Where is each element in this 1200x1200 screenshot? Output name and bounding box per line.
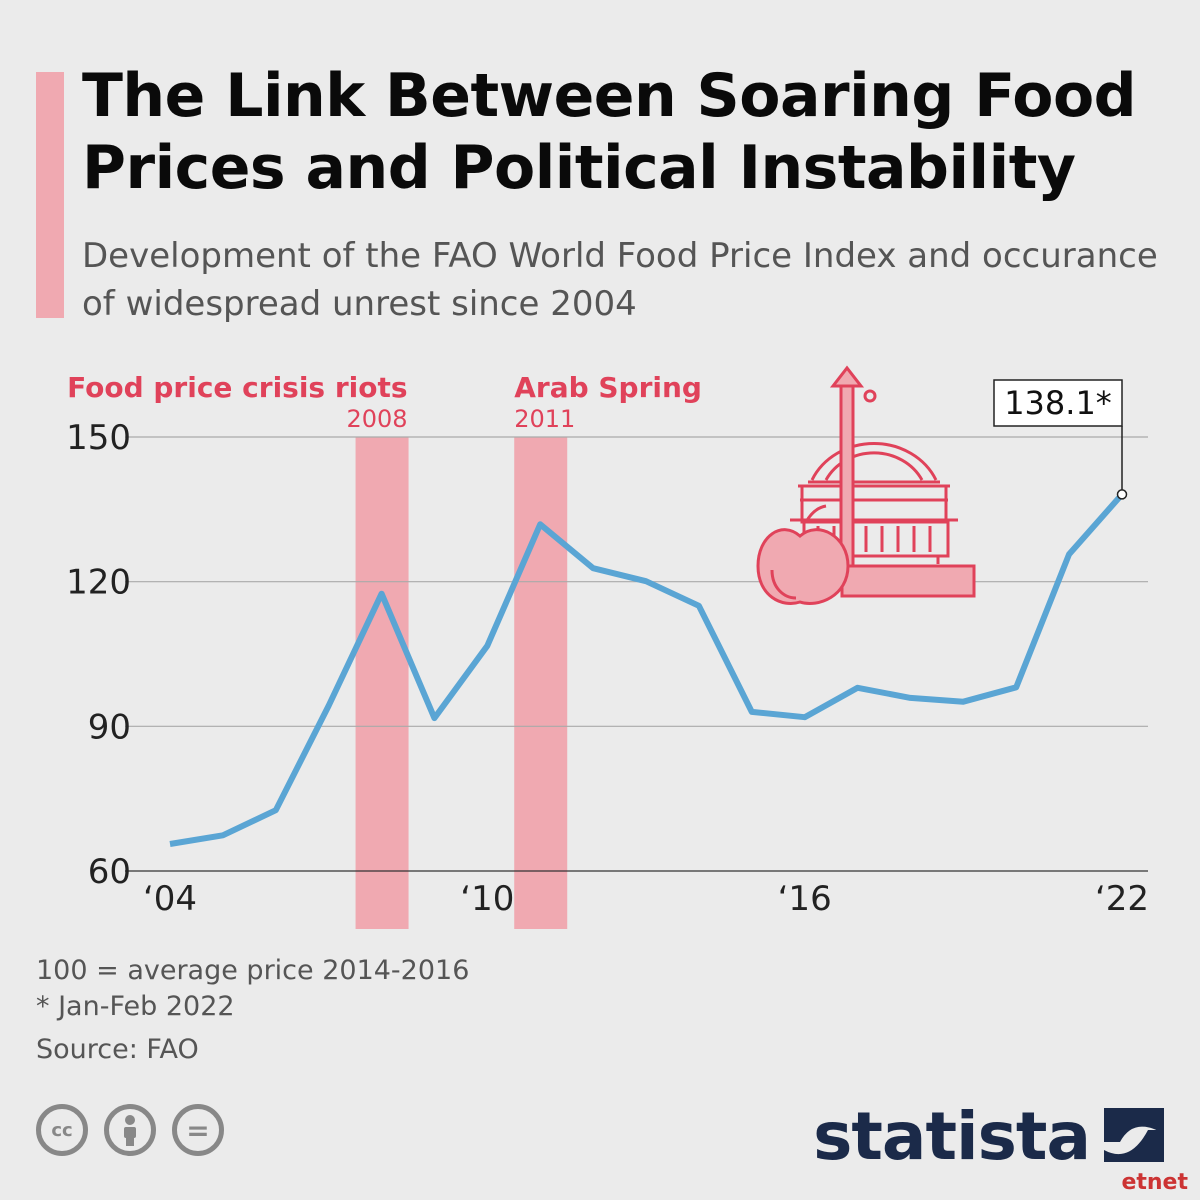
band-label: Arab Spring [514,371,702,404]
x-tick-label: ‘16 [778,879,832,919]
source-note: Source: FAO [36,1034,199,1065]
callout-box [993,379,1123,427]
y-tick-label: 150 [66,418,131,458]
nd-icon[interactable]: = [172,1104,224,1156]
brand-wordmark[interactable]: statista [813,1098,1091,1175]
capitol-apple-rising-arrow-icon [756,365,976,605]
band-year: 2011 [514,405,575,433]
cc-icon[interactable]: cc [36,1104,88,1156]
callout-value: 138.1* [1004,384,1112,422]
band-year: 2008 [346,405,407,433]
x-tick-label: ‘22 [1095,879,1149,919]
series-line [169,492,1125,847]
footnote-base: 100 = average price 2014-2016 [36,955,470,986]
y-tick-label: 60 [88,852,131,892]
watermark: etnet [1121,1170,1188,1195]
statista-logo-icon[interactable] [1104,1104,1164,1164]
person-icon [124,1115,136,1146]
band-label: Food price crisis riots [67,371,407,404]
license-icons: cc = [36,1104,224,1156]
footnote-asterisk: * Jan-Feb 2022 [36,991,235,1022]
x-tick-label: ‘10 [460,879,514,919]
by-icon[interactable] [104,1104,156,1156]
highlight-band [514,437,568,929]
x-tick-label: ‘04 [143,879,197,919]
y-tick-label: 120 [66,563,131,603]
highlight-band [355,437,409,929]
last-point-marker [1116,489,1128,500]
chart-title: The Link Between Soaring Food Prices and… [82,61,1137,203]
title-accent-bar [36,72,64,318]
y-tick-label: 90 [88,707,131,747]
chart-subtitle: Development of the FAO World Food Price … [82,236,1158,324]
